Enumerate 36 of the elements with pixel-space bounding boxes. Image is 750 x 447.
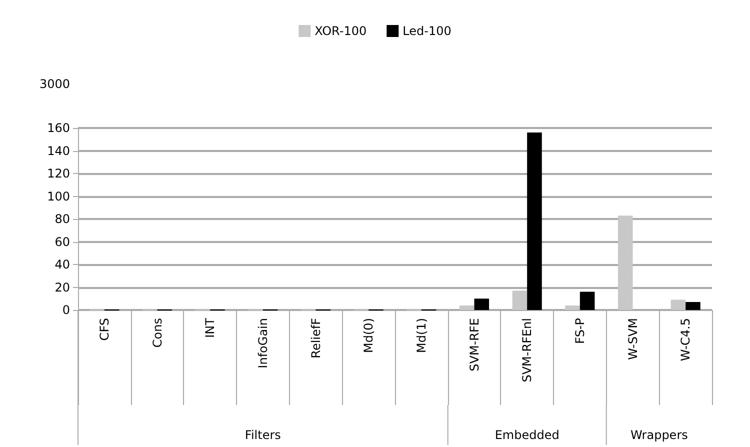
text: Wrappers [630, 428, 688, 442]
x-tick-label: INT [203, 317, 218, 338]
x-tick-label: SVM-RFE [467, 318, 482, 372]
x-tick-label: W-C4.5 [678, 318, 693, 362]
x-tick-label: Md(1) [414, 318, 428, 353]
x-tick-label: InfoGain [256, 318, 270, 368]
y-tick-label: 0 [62, 303, 70, 317]
y-tick-label: 60 [54, 234, 70, 249]
bar [474, 298, 490, 310]
x-tick-label: Cons [150, 318, 164, 348]
x-tick-label: W-SVM [626, 318, 640, 360]
y-tick-label: 20 [54, 280, 70, 294]
y-tick-label: 120 [47, 166, 70, 180]
bar [686, 302, 700, 310]
bar [670, 300, 686, 310]
bar [565, 305, 580, 310]
text: 3000 [39, 77, 70, 91]
legend-label: Led-100 [402, 24, 452, 38]
text: Filters [244, 428, 281, 442]
bar [512, 290, 528, 310]
x-tick-label: ReliefF [308, 318, 323, 358]
x-tick-label: SVM-RFEnl [520, 318, 534, 382]
x-tick-label: CFS [97, 318, 112, 341]
x-tick-label: Md(0) [362, 318, 376, 353]
x-tick-label: FS-P [572, 318, 587, 344]
y-tick-label: 100 [47, 189, 70, 204]
bar [580, 292, 595, 310]
bar [527, 132, 542, 310]
y-tick-label: 160 [47, 121, 70, 135]
y-tick-label: 140 [47, 144, 70, 158]
y-tick-label: 40 [54, 258, 70, 272]
bar [459, 305, 474, 310]
legend-label: XOR-100 [314, 24, 367, 38]
bar [618, 216, 633, 310]
y-tick-label: 80 [54, 212, 70, 226]
text: Embedded [494, 428, 560, 442]
